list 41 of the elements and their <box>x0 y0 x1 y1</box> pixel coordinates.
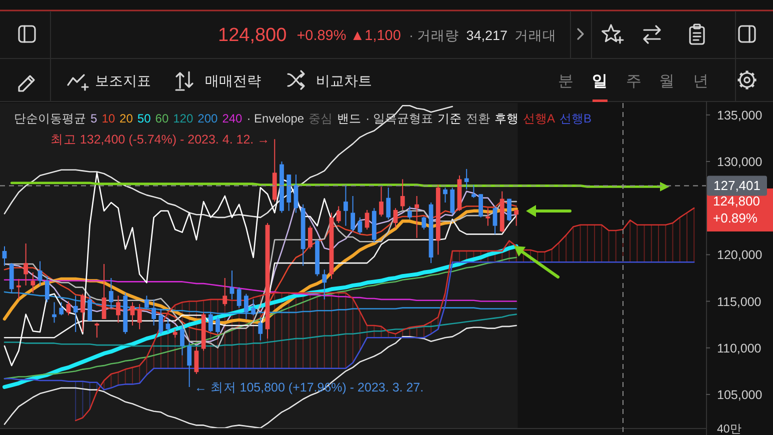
text: · 거래량 <box>408 28 460 43</box>
text: 후행 <box>494 112 518 126</box>
text: 전환 <box>466 112 490 126</box>
text: 비교차트 <box>316 72 372 88</box>
text: 50 <box>137 112 151 126</box>
text: 240 <box>222 112 242 126</box>
ref-line-label: 127,401 <box>714 178 760 194</box>
y-tick-label: 105,000 <box>717 388 762 402</box>
y-tick-label: 135,000 <box>717 108 762 122</box>
text: 밴드 <box>337 112 362 126</box>
y-tick-label: 115,000 <box>717 294 762 309</box>
text: 34,217 <box>466 28 508 43</box>
text: 200 <box>198 112 218 126</box>
text: 20 <box>120 112 133 126</box>
text: 매매전략 <box>205 72 261 88</box>
text: 단순이동평균 <box>14 112 86 126</box>
text: 거래대 <box>514 28 556 43</box>
text: 일 <box>592 73 608 90</box>
text: 기준 <box>437 112 462 126</box>
text: 선행B <box>559 112 592 126</box>
text: 주 <box>626 73 642 90</box>
annotation: 최고 132,400 (-5.74%) - 2023. 4. 12. → <box>50 132 270 147</box>
text: 120 <box>173 112 194 126</box>
text: 10 <box>102 112 116 126</box>
text: 124,800 <box>713 193 760 208</box>
text: · Envelope <box>246 112 304 126</box>
text: 선행A <box>522 112 555 126</box>
text: +0.89% <box>713 210 758 226</box>
chart-title: 124,800 <box>218 25 287 46</box>
text: 월 <box>659 73 675 90</box>
text: 보조지표 <box>95 72 151 88</box>
text: 40만 <box>717 423 742 435</box>
y-tick-label: 110,000 <box>717 341 762 356</box>
text: 중심 <box>308 112 333 126</box>
text: 년 <box>693 73 709 90</box>
text: 60 <box>155 112 169 126</box>
text: 5 <box>90 112 98 126</box>
chart-subtitle: +0.89% ▲1,100 <box>296 28 401 44</box>
y-tick-label: 130,000 <box>717 155 762 170</box>
y-tick-label: 120,000 <box>717 248 762 262</box>
text: 분 <box>558 73 574 90</box>
